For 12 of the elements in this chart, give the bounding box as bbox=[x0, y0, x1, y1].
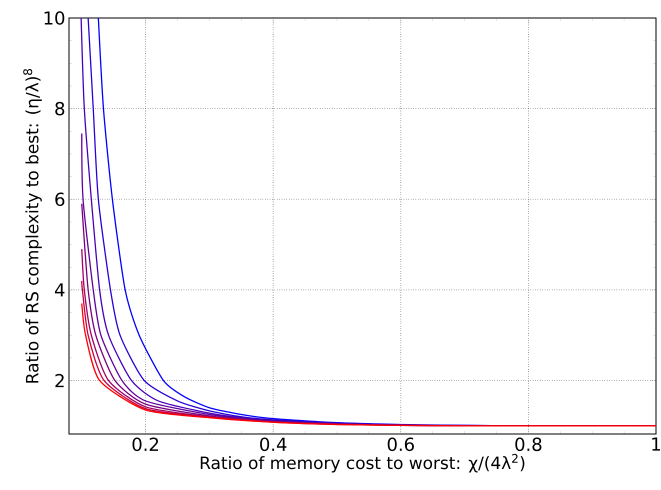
y-tick-label: 8 bbox=[55, 102, 64, 116]
y-tick-label: 6 bbox=[55, 192, 64, 206]
x-tick-label: 0.8 bbox=[515, 438, 542, 452]
y-tick-label: 4 bbox=[54, 283, 64, 296]
x-axis-title: Ratio of memory cost to worst: χ/(4λ$^{2}$) bbox=[200, 454, 524, 472]
y-axis-title: Ratio of RS complexity to best: (η/λ)$^{8}$ bbox=[23, 68, 42, 383]
x-tick-label: 1 bbox=[652, 438, 660, 451]
x-tick-label: 0.4 bbox=[260, 438, 286, 452]
y-tick-label: 10 bbox=[44, 11, 64, 25]
x-tick-label: 0.2 bbox=[132, 438, 158, 452]
y-tick-label: 2 bbox=[55, 374, 64, 388]
x-tick-label: 0.6 bbox=[388, 438, 414, 452]
